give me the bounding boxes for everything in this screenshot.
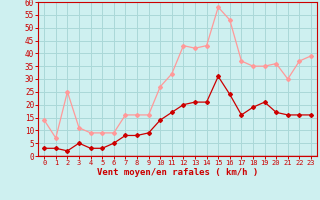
X-axis label: Vent moyen/en rafales ( km/h ): Vent moyen/en rafales ( km/h ): [97, 168, 258, 177]
